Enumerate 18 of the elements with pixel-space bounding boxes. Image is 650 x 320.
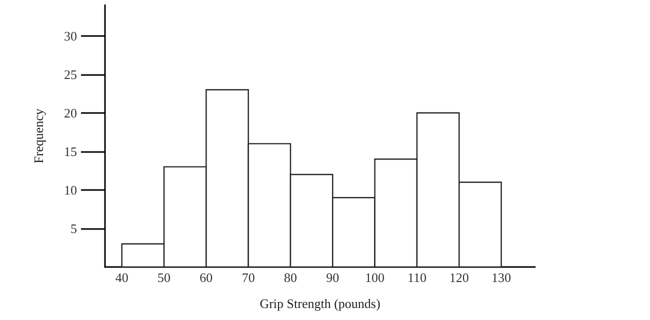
x-tick-label: 130 [492, 270, 512, 285]
x-tick-label: 80 [284, 270, 297, 285]
x-tick-label: 100 [365, 270, 385, 285]
x-tick-label: 40 [115, 270, 128, 285]
x-axis-title: Grip Strength (pounds) [260, 296, 380, 311]
x-tick-label: 110 [407, 270, 426, 285]
x-tick-label: 60 [200, 270, 213, 285]
x-tick-label: 90 [326, 270, 340, 285]
y-tick-label: 10 [64, 182, 77, 198]
y-tick-label: 15 [64, 144, 77, 159]
y-tick-label: 20 [64, 105, 77, 120]
y-tick-label: 25 [64, 66, 77, 82]
y-tick-label: 30 [64, 28, 77, 44]
x-tick-label: 120 [449, 270, 469, 285]
x-tick-label: 70 [242, 270, 255, 285]
y-axis-title: Frequency [31, 108, 46, 164]
y-tick-label: 5 [70, 220, 77, 236]
x-tick-label: 50 [158, 270, 171, 285]
